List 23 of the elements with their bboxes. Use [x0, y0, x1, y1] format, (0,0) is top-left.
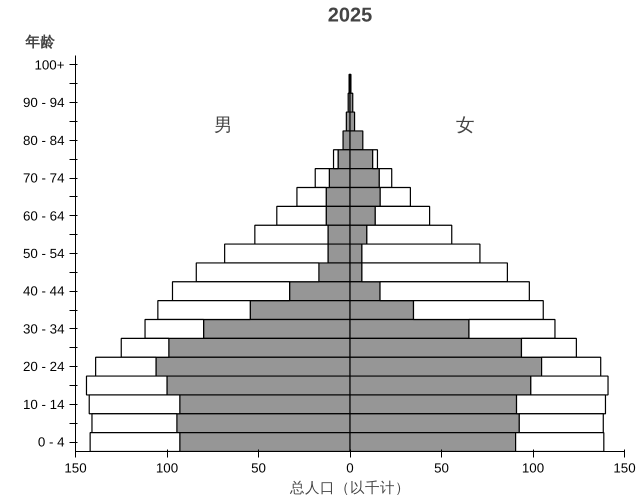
- x-tick-label: 150: [613, 460, 636, 476]
- x-tick-label: 0: [346, 460, 354, 476]
- y-tick-label: 30 - 34: [23, 321, 66, 336]
- y-tick-label: 40 - 44: [23, 284, 66, 299]
- y-tick-label: 70 - 74: [23, 170, 66, 186]
- x-axis-title: 总人口（以千计）: [289, 480, 410, 496]
- x-tick-label: 100: [156, 460, 178, 476]
- x-tick-label: 100: [522, 460, 544, 476]
- annotation: 女: [456, 114, 475, 136]
- y-axis-title: 年龄: [24, 34, 56, 50]
- annotation: 男: [214, 114, 234, 136]
- y-tick-label: 20 - 24: [23, 359, 66, 374]
- y-tick-label: 0 - 4: [38, 434, 66, 450]
- y-tick-label: 50 - 54: [23, 246, 66, 261]
- y-tick-label: 90 - 94: [23, 95, 66, 110]
- y-tick-label: 60 - 64: [23, 208, 66, 224]
- x-tick-label: 150: [64, 460, 87, 476]
- x-tick-label: 50: [434, 460, 449, 476]
- y-tick-label: 100+: [34, 57, 65, 72]
- y-tick-label: 80 - 84: [23, 132, 66, 148]
- y-tick-label: 10 - 14: [23, 396, 66, 412]
- chart-title: 2025: [328, 4, 372, 26]
- x-tick-label: 50: [251, 460, 266, 476]
